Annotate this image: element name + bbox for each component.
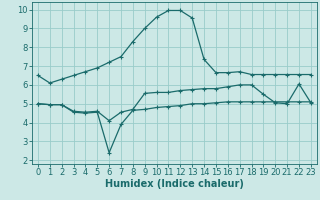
X-axis label: Humidex (Indice chaleur): Humidex (Indice chaleur) xyxy=(105,179,244,189)
